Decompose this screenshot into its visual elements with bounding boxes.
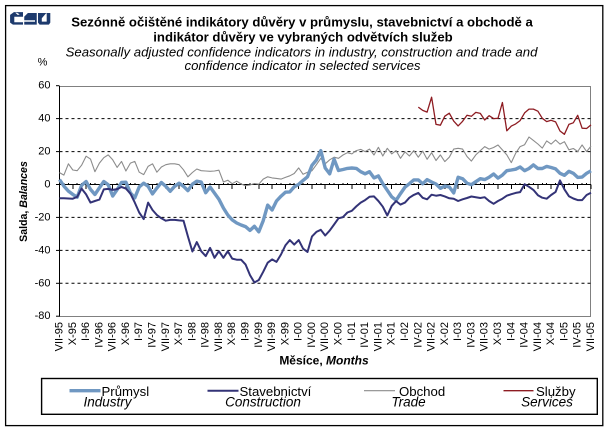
svg-text:VII-03: VII-03 bbox=[479, 322, 491, 351]
svg-text:I-05: I-05 bbox=[558, 322, 570, 341]
svg-text:VII-05: VII-05 bbox=[585, 322, 597, 351]
svg-text:IV-02: IV-02 bbox=[412, 322, 424, 348]
svg-text:Industry: Industry bbox=[83, 394, 132, 409]
svg-text:I-02: I-02 bbox=[399, 322, 411, 341]
svg-text:I-04: I-04 bbox=[505, 322, 517, 341]
svg-text:I-98: I-98 bbox=[186, 322, 198, 341]
svg-text:Construction: Construction bbox=[225, 394, 301, 409]
svg-text:X-02: X-02 bbox=[439, 322, 451, 345]
svg-text:X-04: X-04 bbox=[545, 322, 557, 345]
svg-text:I-96: I-96 bbox=[80, 322, 92, 341]
svg-text:X-96: X-96 bbox=[120, 322, 132, 345]
svg-text:X-03: X-03 bbox=[492, 322, 504, 345]
svg-text:X-99: X-99 bbox=[279, 322, 291, 345]
svg-text:I-97: I-97 bbox=[133, 322, 145, 341]
svg-text:Salda, Balances: Salda, Balances bbox=[18, 161, 30, 242]
svg-text:%: % bbox=[38, 57, 48, 69]
svg-text:-40: -40 bbox=[35, 244, 51, 256]
svg-text:VII-00: VII-00 bbox=[319, 322, 331, 351]
svg-text:X-97: X-97 bbox=[173, 322, 185, 345]
svg-text:X-95: X-95 bbox=[67, 322, 79, 345]
svg-text:VII-98: VII-98 bbox=[213, 322, 225, 351]
svg-text:IV-04: IV-04 bbox=[519, 322, 531, 348]
svg-text:IV-97: IV-97 bbox=[147, 322, 159, 348]
svg-text:Obchod: Obchod bbox=[399, 384, 445, 399]
svg-text:Sezónně očištěné indikátory dů: Sezónně očištěné indikátory důvěry v prů… bbox=[71, 14, 533, 29]
svg-text:VII-02: VII-02 bbox=[426, 322, 438, 351]
svg-text:IV-96: IV-96 bbox=[93, 322, 105, 348]
svg-text:VII-01: VII-01 bbox=[372, 322, 384, 351]
svg-text:Měsíce, Months: Měsíce, Months bbox=[279, 354, 369, 368]
svg-text:Trade: Trade bbox=[391, 394, 425, 409]
svg-text:VII-04: VII-04 bbox=[532, 322, 544, 351]
svg-text:Průmysl: Průmysl bbox=[102, 384, 150, 399]
svg-text:X-00: X-00 bbox=[333, 322, 345, 345]
svg-text:VII-95: VII-95 bbox=[54, 322, 66, 351]
svg-text:I-00: I-00 bbox=[293, 322, 305, 341]
svg-text:0: 0 bbox=[44, 179, 50, 191]
svg-text:I-99: I-99 bbox=[240, 322, 252, 341]
svg-text:IV-98: IV-98 bbox=[200, 322, 212, 348]
svg-text:IV-00: IV-00 bbox=[306, 322, 318, 348]
svg-text:Stavebnictví: Stavebnictví bbox=[240, 384, 312, 399]
svg-text:-60: -60 bbox=[35, 277, 51, 289]
svg-text:IV-01: IV-01 bbox=[359, 322, 371, 348]
svg-text:VII-97: VII-97 bbox=[160, 322, 172, 351]
svg-text:X-01: X-01 bbox=[386, 322, 398, 345]
svg-text:Services: Services bbox=[521, 394, 573, 409]
svg-text:40: 40 bbox=[38, 113, 50, 125]
svg-text:20: 20 bbox=[38, 146, 50, 158]
svg-text:VII-96: VII-96 bbox=[107, 322, 119, 351]
svg-text:I-01: I-01 bbox=[346, 322, 358, 341]
svg-text:I-03: I-03 bbox=[452, 322, 464, 341]
svg-text:confidence indicator in select: confidence indicator in selected service… bbox=[184, 58, 420, 73]
svg-text:IV-03: IV-03 bbox=[465, 322, 477, 348]
svg-text:X-98: X-98 bbox=[226, 322, 238, 345]
svg-text:IV-05: IV-05 bbox=[572, 322, 584, 348]
svg-text:indikátor důvěry ve vybraných: indikátor důvěry ve vybraných odvětvích … bbox=[153, 30, 452, 45]
svg-text:Seasonally adjusted confidence: Seasonally adjusted confidence indicator… bbox=[66, 45, 539, 60]
svg-text:-20: -20 bbox=[35, 211, 51, 223]
svg-text:-80: -80 bbox=[35, 310, 51, 322]
svg-text:Služby: Služby bbox=[536, 384, 576, 399]
svg-text:IV-99: IV-99 bbox=[253, 322, 265, 348]
svg-text:60: 60 bbox=[38, 80, 50, 92]
svg-text:VII-99: VII-99 bbox=[266, 322, 278, 351]
